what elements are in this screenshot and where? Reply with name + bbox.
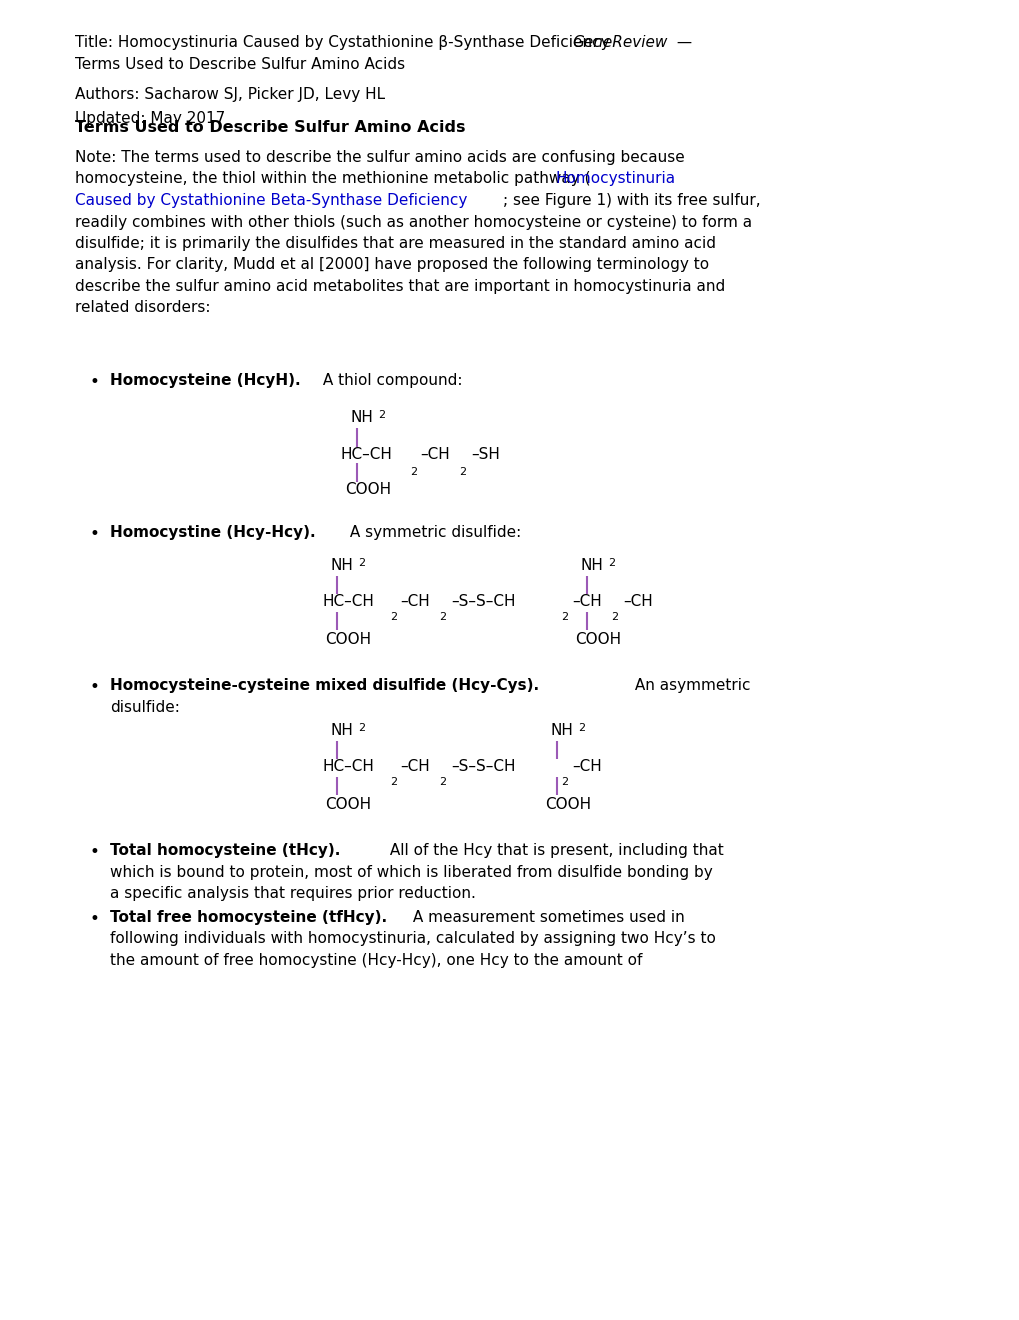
Text: COOH: COOH [325, 797, 371, 812]
Text: –SH: –SH [471, 447, 499, 462]
Text: 2: 2 [439, 612, 446, 622]
Text: which is bound to protein, most of which is liberated from disulfide bonding by: which is bound to protein, most of which… [110, 865, 712, 879]
Text: HC–CH: HC–CH [339, 447, 391, 462]
Text: —: — [672, 36, 692, 50]
Text: readily combines with other thiols (such as another homocysteine or cysteine) to: readily combines with other thiols (such… [75, 214, 751, 230]
Text: 2: 2 [560, 777, 568, 787]
Text: Terms Used to Describe Sulfur Amino Acids: Terms Used to Describe Sulfur Amino Acid… [75, 120, 465, 135]
Text: NH: NH [330, 558, 353, 573]
Text: Terms Used to Describe Sulfur Amino Acids: Terms Used to Describe Sulfur Amino Acid… [75, 57, 405, 73]
Text: Homocystinuria: Homocystinuria [555, 172, 675, 186]
Text: 2: 2 [459, 467, 466, 477]
Text: 2: 2 [389, 612, 396, 622]
Text: –CH: –CH [623, 594, 652, 609]
Text: disulfide:: disulfide: [110, 700, 179, 714]
Text: GeneReview: GeneReview [572, 36, 666, 50]
Text: NH: NH [350, 411, 373, 425]
Text: homocysteine, the thiol within the methionine metabolic pathway (: homocysteine, the thiol within the methi… [75, 172, 590, 186]
Text: HC–CH: HC–CH [322, 594, 374, 609]
Text: 2: 2 [358, 558, 365, 568]
Text: –CH: –CH [399, 759, 429, 774]
Text: HC–CH: HC–CH [322, 759, 374, 774]
Text: A thiol compound:: A thiol compound: [318, 374, 462, 388]
Text: NH: NH [580, 558, 602, 573]
Text: 2: 2 [389, 777, 396, 787]
Text: Total homocysteine (tHcy).: Total homocysteine (tHcy). [110, 843, 340, 858]
Text: following individuals with homocystinuria, calculated by assigning two Hcy’s to: following individuals with homocystinuri… [110, 932, 715, 946]
Text: Total free homocysteine (tfHcy).: Total free homocysteine (tfHcy). [110, 909, 387, 925]
Text: –CH: –CH [572, 759, 601, 774]
Text: All of the Hcy that is present, including that: All of the Hcy that is present, includin… [384, 843, 723, 858]
Text: COOH: COOH [325, 632, 371, 647]
Text: 2: 2 [439, 777, 446, 787]
Text: 2: 2 [358, 723, 365, 733]
Text: Title: Homocystinuria Caused by Cystathionine β-Synthase Deficiency: Title: Homocystinuria Caused by Cystathi… [75, 36, 613, 50]
Text: 2: 2 [560, 612, 568, 622]
Text: Homocysteine-cysteine mixed disulfide (Hcy-Cys).: Homocysteine-cysteine mixed disulfide (H… [110, 678, 539, 693]
Text: 2: 2 [578, 723, 585, 733]
Text: –CH: –CH [399, 594, 429, 609]
Text: NH: NH [330, 723, 353, 738]
Text: –S–S–CH: –S–S–CH [450, 594, 515, 609]
Text: Authors: Sacharow SJ, Picker JD, Levy HL: Authors: Sacharow SJ, Picker JD, Levy HL [75, 87, 385, 102]
Text: Note: The terms used to describe the sulfur amino acids are confusing because: Note: The terms used to describe the sul… [75, 150, 684, 165]
Text: –CH: –CH [572, 594, 601, 609]
Text: •: • [90, 843, 100, 861]
Text: ; see Figure 1) with its free sulfur,: ; see Figure 1) with its free sulfur, [502, 193, 760, 209]
Text: •: • [90, 374, 100, 391]
Text: A measurement sometimes used in: A measurement sometimes used in [408, 909, 684, 925]
Text: NH: NH [549, 723, 573, 738]
Text: COOH: COOH [344, 482, 390, 498]
Text: COOH: COOH [575, 632, 621, 647]
Text: analysis. For clarity, Mudd et al [2000] have proposed the following terminology: analysis. For clarity, Mudd et al [2000]… [75, 257, 708, 272]
Text: •: • [90, 909, 100, 928]
Text: a specific analysis that requires prior reduction.: a specific analysis that requires prior … [110, 886, 476, 902]
Text: Homocystine (Hcy-Hcy).: Homocystine (Hcy-Hcy). [110, 525, 315, 540]
Text: COOH: COOH [544, 797, 591, 812]
Text: –CH: –CH [420, 447, 449, 462]
Text: describe the sulfur amino acid metabolites that are important in homocystinuria : describe the sulfur amino acid metabolit… [75, 279, 725, 294]
Text: Homocysteine (HcyH).: Homocysteine (HcyH). [110, 374, 301, 388]
Text: A symmetric disulfide:: A symmetric disulfide: [344, 525, 521, 540]
Text: Caused by Cystathionine Beta-Synthase Deficiency: Caused by Cystathionine Beta-Synthase De… [75, 193, 467, 209]
Text: 2: 2 [410, 467, 417, 477]
Text: •: • [90, 678, 100, 696]
Text: 2: 2 [608, 558, 615, 568]
Text: –S–S–CH: –S–S–CH [450, 759, 515, 774]
Text: Updated: May 2017: Updated: May 2017 [75, 111, 225, 125]
Text: disulfide; it is primarily the disulfides that are measured in the standard amin: disulfide; it is primarily the disulfide… [75, 236, 715, 251]
Text: 2: 2 [611, 612, 618, 622]
Text: related disorders:: related disorders: [75, 301, 210, 315]
Text: •: • [90, 525, 100, 543]
Text: 2: 2 [378, 411, 385, 420]
Text: An asymmetric: An asymmetric [630, 678, 750, 693]
Text: the amount of free homocystine (Hcy-Hcy), one Hcy to the amount of: the amount of free homocystine (Hcy-Hcy)… [110, 953, 642, 968]
